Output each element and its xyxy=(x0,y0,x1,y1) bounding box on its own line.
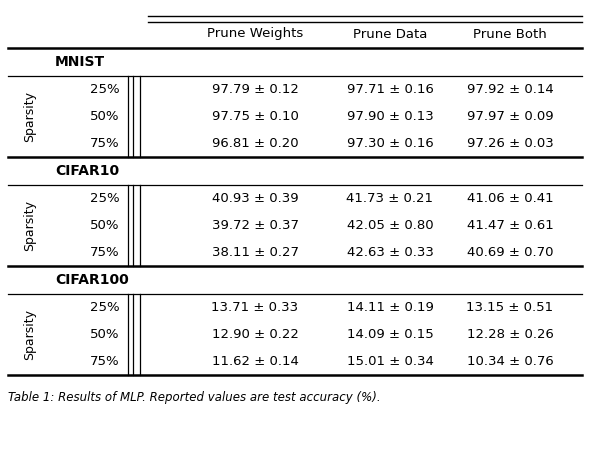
Text: 14.11 ± 0.19: 14.11 ± 0.19 xyxy=(346,301,434,314)
Text: 75%: 75% xyxy=(90,137,120,150)
Text: CIFAR10: CIFAR10 xyxy=(55,164,119,178)
Text: 50%: 50% xyxy=(90,328,120,341)
Text: 42.63 ± 0.33: 42.63 ± 0.33 xyxy=(346,246,434,259)
Text: Sparsity: Sparsity xyxy=(24,200,37,251)
Text: 15.01 ± 0.34: 15.01 ± 0.34 xyxy=(346,355,434,368)
Text: Prune Both: Prune Both xyxy=(473,27,547,41)
Text: 50%: 50% xyxy=(90,219,120,232)
Text: 10.34 ± 0.76: 10.34 ± 0.76 xyxy=(467,355,553,368)
Text: 75%: 75% xyxy=(90,246,120,259)
Text: 11.62 ± 0.14: 11.62 ± 0.14 xyxy=(212,355,299,368)
Text: 25%: 25% xyxy=(90,301,120,314)
Text: 75%: 75% xyxy=(90,355,120,368)
Text: CIFAR100: CIFAR100 xyxy=(55,273,129,287)
Text: 97.26 ± 0.03: 97.26 ± 0.03 xyxy=(467,137,553,150)
Text: Table 1: Results of MLP. Reported values are test accuracy (%).: Table 1: Results of MLP. Reported values… xyxy=(8,391,381,404)
Text: 42.05 ± 0.80: 42.05 ± 0.80 xyxy=(347,219,433,232)
Text: 96.81 ± 0.20: 96.81 ± 0.20 xyxy=(212,137,299,150)
Text: 13.15 ± 0.51: 13.15 ± 0.51 xyxy=(467,301,553,314)
Text: 97.90 ± 0.13: 97.90 ± 0.13 xyxy=(347,110,434,123)
Text: 13.71 ± 0.33: 13.71 ± 0.33 xyxy=(211,301,299,314)
Text: 12.28 ± 0.26: 12.28 ± 0.26 xyxy=(467,328,553,341)
Text: Prune Data: Prune Data xyxy=(353,27,427,41)
Text: 50%: 50% xyxy=(90,110,120,123)
Text: 41.47 ± 0.61: 41.47 ± 0.61 xyxy=(467,219,553,232)
Text: 97.79 ± 0.12: 97.79 ± 0.12 xyxy=(212,83,299,96)
Text: 39.72 ± 0.37: 39.72 ± 0.37 xyxy=(211,219,299,232)
Text: 14.09 ± 0.15: 14.09 ± 0.15 xyxy=(347,328,434,341)
Text: 97.97 ± 0.09: 97.97 ± 0.09 xyxy=(467,110,553,123)
Text: MNIST: MNIST xyxy=(55,55,105,69)
Text: 40.93 ± 0.39: 40.93 ± 0.39 xyxy=(212,192,299,205)
Text: 12.90 ± 0.22: 12.90 ± 0.22 xyxy=(212,328,299,341)
Text: Sparsity: Sparsity xyxy=(24,91,37,142)
Text: 38.11 ± 0.27: 38.11 ± 0.27 xyxy=(211,246,299,259)
Text: 25%: 25% xyxy=(90,192,120,205)
Text: Sparsity: Sparsity xyxy=(24,309,37,360)
Text: 97.71 ± 0.16: 97.71 ± 0.16 xyxy=(346,83,434,96)
Text: 25%: 25% xyxy=(90,83,120,96)
Text: 97.92 ± 0.14: 97.92 ± 0.14 xyxy=(467,83,553,96)
Text: 41.73 ± 0.21: 41.73 ± 0.21 xyxy=(346,192,434,205)
Text: 40.69 ± 0.70: 40.69 ± 0.70 xyxy=(467,246,553,259)
Text: 41.06 ± 0.41: 41.06 ± 0.41 xyxy=(467,192,553,205)
Text: 97.75 ± 0.10: 97.75 ± 0.10 xyxy=(212,110,299,123)
Text: Prune Weights: Prune Weights xyxy=(207,27,303,41)
Text: 97.30 ± 0.16: 97.30 ± 0.16 xyxy=(347,137,434,150)
